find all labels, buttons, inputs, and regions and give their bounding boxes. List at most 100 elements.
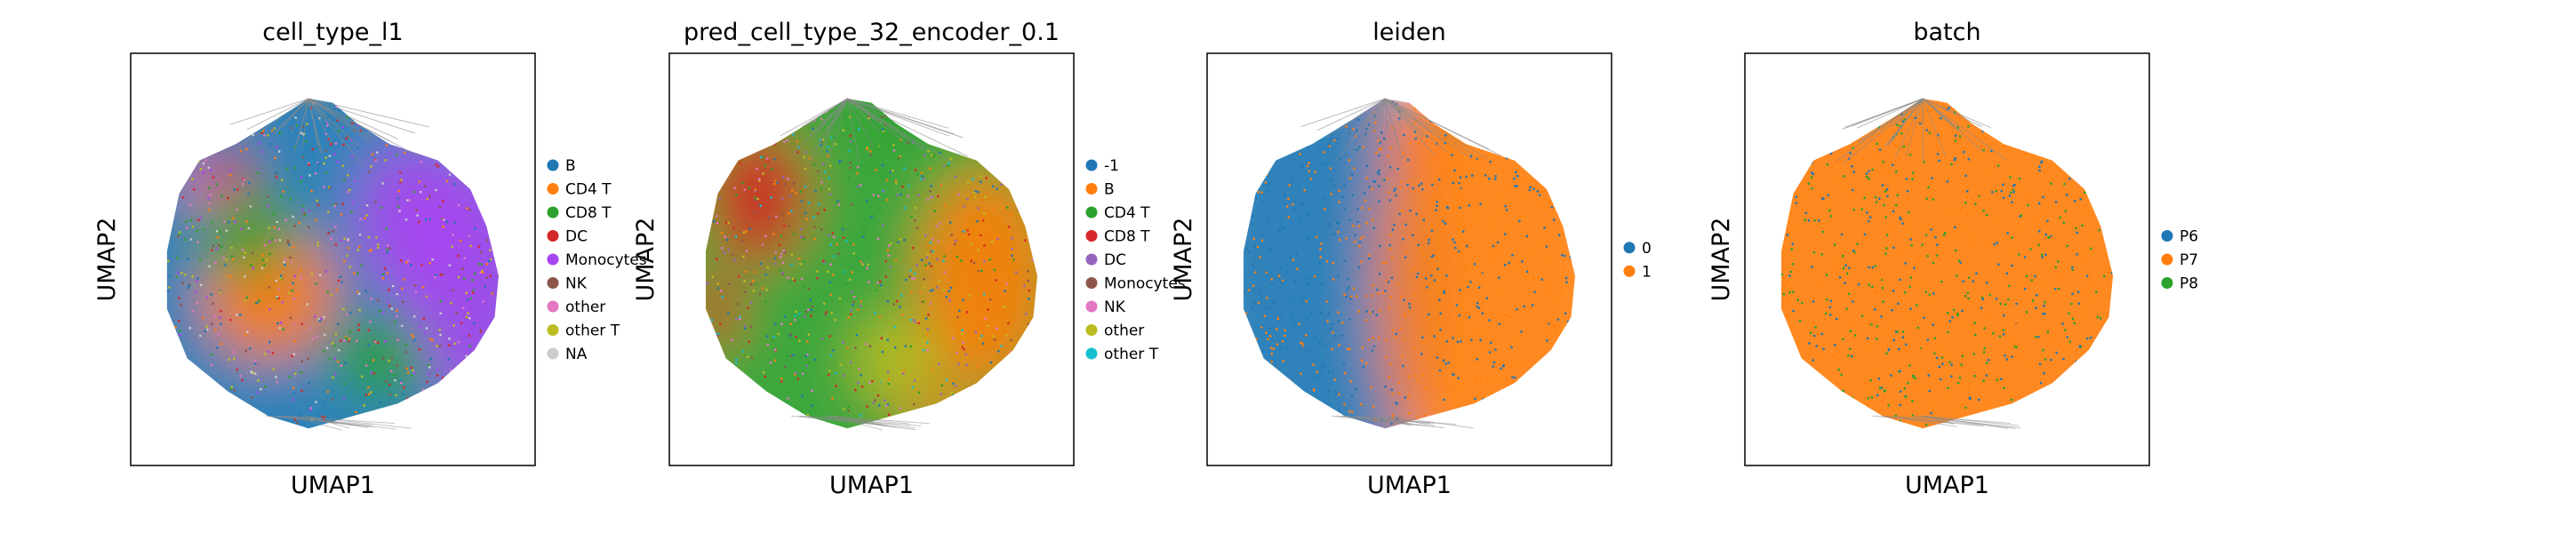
cell-point (1042, 426, 1044, 428)
cell-point (1017, 181, 1020, 184)
cell-point (418, 348, 421, 351)
cell-point (1492, 361, 1496, 364)
cell-point (1348, 131, 1351, 135)
cell-point (468, 91, 470, 93)
graph-edge (1844, 98, 1924, 128)
cell-point (356, 123, 359, 127)
cell-point (1787, 300, 1790, 303)
cell-point (1498, 291, 1501, 294)
cell-point (1254, 410, 1257, 413)
cell-point (2006, 106, 2009, 108)
cell-point (410, 264, 412, 266)
cell-point (195, 96, 196, 98)
cell-point (1900, 390, 1902, 393)
cell-point (766, 344, 769, 346)
cell-point (1240, 214, 1242, 216)
cell-point (2080, 195, 2083, 198)
cell-point (995, 279, 997, 282)
cell-point (1436, 204, 1438, 207)
cell-point (1306, 135, 1308, 139)
cell-point (1426, 286, 1428, 289)
cell-point (1912, 376, 1915, 378)
cell-point (2043, 305, 2045, 307)
cell-point (254, 413, 258, 416)
cell-point (879, 280, 882, 283)
cell-point (1281, 279, 1284, 282)
cell-point (1811, 134, 1813, 138)
cell-point (1585, 162, 1587, 163)
cell-point (498, 357, 499, 360)
cell-point (1812, 251, 1816, 254)
cell-point (1008, 178, 1011, 180)
cell-point (450, 397, 452, 401)
cell-point (370, 391, 372, 394)
cell-point (1568, 132, 1571, 135)
cell-point (448, 264, 452, 266)
cell-point (1828, 306, 1832, 309)
cell-point (900, 361, 902, 363)
cell-point (333, 107, 336, 110)
cell-point (305, 140, 308, 143)
cell-point (457, 203, 460, 207)
cell-point (1360, 98, 1362, 99)
cell-point (1252, 284, 1255, 287)
cell-point (1555, 190, 1558, 194)
cell-point (1447, 385, 1450, 387)
cell-point (1250, 187, 1252, 190)
cell-point (1268, 95, 1269, 97)
cell-point (1436, 383, 1438, 386)
cell-point (355, 115, 357, 119)
cell-point (1985, 169, 1988, 172)
graph-edge (1387, 415, 1474, 429)
cell-point (1826, 200, 1829, 203)
cell-point (1833, 266, 1836, 268)
cell-point (396, 205, 400, 208)
cluster-region (356, 144, 471, 293)
cell-point (1540, 203, 1543, 205)
cell-point (371, 429, 372, 431)
cell-point (1460, 188, 1462, 191)
cell-point (272, 212, 276, 216)
cell-point (430, 99, 433, 103)
cell-point (767, 136, 770, 139)
cell-point (1852, 131, 1855, 135)
cell-point (1383, 179, 1386, 181)
legend-label: DC (565, 228, 588, 246)
cell-point (1379, 309, 1381, 312)
cell-point (1356, 148, 1359, 151)
cell-point (410, 374, 413, 377)
cell-point (1504, 314, 1507, 317)
cell-point (953, 434, 955, 435)
cell-point (1476, 358, 1479, 361)
cell-point (390, 307, 393, 310)
cell-point (1944, 232, 1947, 235)
cell-point (2063, 183, 2066, 186)
cell-point (1247, 107, 1250, 109)
cell-point (441, 120, 444, 123)
cell-point (822, 260, 826, 264)
cell-point (1425, 277, 1428, 280)
cell-point (2108, 339, 2112, 343)
cell-point (989, 361, 993, 364)
cell-point (191, 310, 194, 313)
cell-point (2040, 318, 2043, 322)
cell-point (252, 91, 253, 92)
cell-point (252, 266, 255, 270)
cell-point (1301, 344, 1304, 347)
cell-point (1517, 91, 1519, 93)
cell-point (2007, 238, 2010, 241)
cell-point (1458, 181, 1460, 185)
cell-point (694, 309, 696, 311)
cell-point (781, 272, 784, 274)
cluster-region (920, 172, 1037, 387)
cell-point (1810, 220, 1812, 223)
cell-point (1908, 211, 1910, 214)
cell-point (407, 371, 410, 374)
cell-point (1044, 427, 1046, 429)
cell-point (954, 176, 957, 179)
cell-point (981, 342, 985, 345)
cell-point (1456, 423, 1459, 426)
cell-point (1406, 184, 1409, 187)
cell-point (1811, 266, 1813, 268)
cell-point (336, 160, 340, 163)
